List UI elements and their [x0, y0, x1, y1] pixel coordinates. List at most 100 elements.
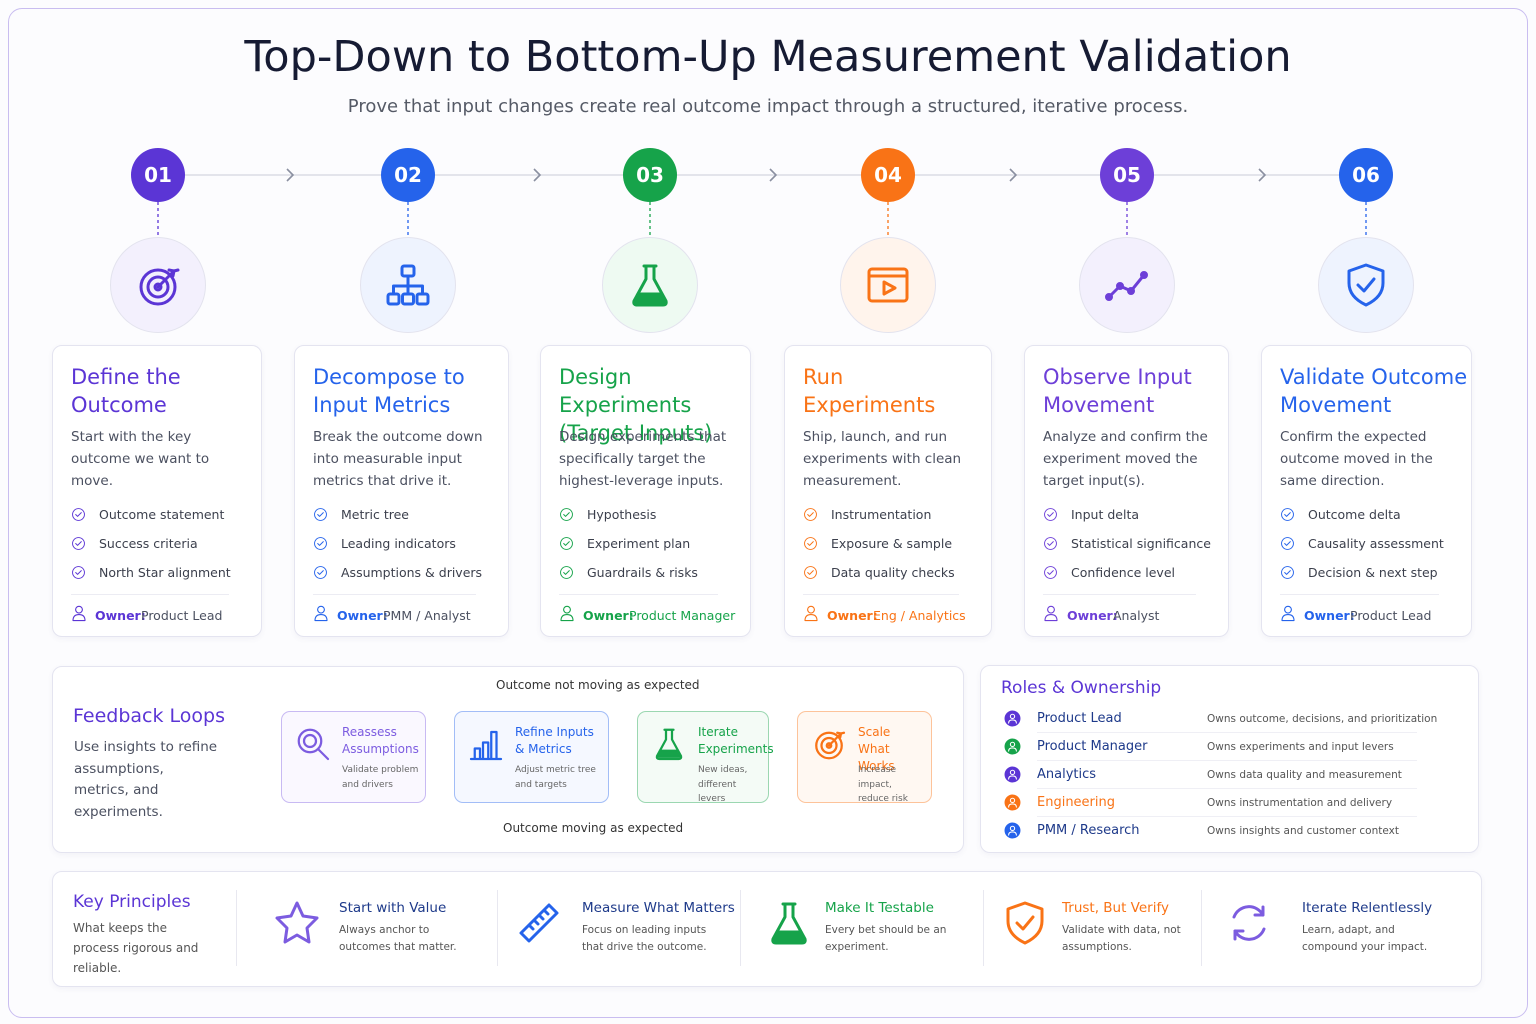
- step-item: Metric tree: [341, 507, 409, 522]
- owner: Eng / Analytics: [873, 608, 966, 623]
- check-icon: [314, 508, 327, 521]
- check-icon: [1281, 508, 1294, 521]
- step-description: Analyze and confirm the experiment moved…: [1043, 429, 1208, 489]
- divider: [1043, 594, 1196, 595]
- principles-description: What keeps the process rigorous and reli…: [73, 921, 199, 975]
- node-icon: [655, 728, 683, 761]
- principles-title: Key Principles: [73, 892, 191, 912]
- role-description: Owns insights and customer context: [1207, 825, 1399, 837]
- principle-icon: [275, 901, 319, 944]
- owner: Analyst: [1113, 608, 1160, 623]
- role-name: Product Manager: [1037, 739, 1148, 754]
- owner-label: Owner:: [1304, 608, 1355, 623]
- principle-description: Validate with data, not assumptions.: [1062, 924, 1181, 953]
- principle-title: Start with Value: [339, 900, 447, 916]
- loop-top-label: Outcome not moving as expected: [488, 678, 708, 692]
- step-card: Validate Outcome Movement Confirm the exp…: [1261, 345, 1472, 637]
- principle-title: Iterate Relentlessly: [1302, 900, 1433, 916]
- check-icon: [1281, 537, 1294, 550]
- owner-label: Owner:: [95, 608, 146, 623]
- step-title: Run Experiments: [803, 365, 936, 417]
- loop-bottom-label: Outcome moving as expected: [495, 821, 692, 835]
- role-icon: [1004, 738, 1021, 755]
- node-title: Iterate Experiments: [698, 725, 774, 756]
- principle-icon: [1006, 901, 1044, 945]
- owner-icon: [314, 605, 328, 622]
- check-icon: [314, 537, 327, 550]
- role-description: Owns experiments and input levers: [1207, 741, 1394, 753]
- step-title: Design Experiments (Target Inputs): [559, 365, 713, 445]
- owner: Product Lead: [1350, 608, 1432, 623]
- owner-icon: [560, 605, 574, 622]
- check-icon: [72, 537, 85, 550]
- step-item: North Star alignment: [99, 565, 231, 580]
- node-description: Validate problem and drivers: [342, 765, 419, 790]
- divider: [1037, 760, 1417, 761]
- step-icon: [1347, 263, 1385, 307]
- chevron: [286, 168, 295, 182]
- feedback-title: Feedback Loops: [73, 705, 225, 727]
- role-icon: [1004, 822, 1021, 839]
- step-title: Decompose to Input Metrics: [313, 365, 465, 417]
- check-icon: [560, 566, 573, 579]
- principle-description: Always anchor to outcomes that matter.: [339, 924, 457, 953]
- step-item: Outcome delta: [1308, 507, 1401, 522]
- principles-panel: Key Principles What keeps the process rig…: [52, 871, 1482, 987]
- principle-title: Make It Testable: [825, 900, 934, 916]
- chevron: [769, 168, 778, 182]
- step-card: Observe Input Movement Analyze and confir…: [1024, 345, 1229, 637]
- step-icon: [1105, 271, 1148, 301]
- step-item: Experiment plan: [587, 536, 691, 551]
- role-name: Analytics: [1037, 767, 1097, 782]
- step-description: Start with the key outcome we want to mo…: [71, 429, 210, 489]
- owner-icon: [804, 605, 818, 622]
- check-icon: [560, 508, 573, 521]
- check-icon: [1044, 508, 1057, 521]
- step-item: Hypothesis: [587, 507, 657, 522]
- check-icon: [804, 566, 817, 579]
- role-name: Engineering: [1037, 795, 1115, 810]
- step-description: Ship, launch, and run experiments with c…: [803, 429, 962, 489]
- principle-description: Learn, adapt, and compound your impact.: [1302, 924, 1428, 953]
- principle-icon: [771, 902, 807, 945]
- role-name: Product Lead: [1037, 711, 1122, 726]
- step-number: 05: [1100, 148, 1154, 202]
- step-number: 04: [861, 148, 915, 202]
- step-item: Input delta: [1071, 507, 1139, 522]
- icon-circle: [1318, 237, 1414, 333]
- owner-icon: [1281, 605, 1295, 622]
- step-item: Assumptions & drivers: [341, 565, 483, 580]
- step-item: Success criteria: [99, 536, 198, 551]
- chevron: [1009, 168, 1018, 182]
- step-icon: [632, 264, 668, 307]
- step-icon: [867, 267, 909, 303]
- step-description: Confirm the expected outcome moved in th…: [1280, 429, 1433, 489]
- step-card: Define the Outcome Start with the key out…: [52, 345, 262, 637]
- check-icon: [72, 566, 85, 579]
- divider: [71, 594, 229, 595]
- icon-circle: [1079, 237, 1175, 333]
- step-description: Design experiments that specifically tar…: [559, 429, 727, 489]
- node-description: Increase impact, reduce risk: [858, 765, 908, 804]
- step-item: Exposure & sample: [831, 536, 953, 551]
- node-title: Scale What Works: [858, 725, 895, 773]
- node-icon: [469, 730, 503, 761]
- feedback-description: Use insights to refine assumptions, metr…: [74, 739, 218, 820]
- divider: [1280, 594, 1439, 595]
- divider: [1037, 732, 1417, 733]
- role-icon: [1004, 710, 1021, 727]
- node-title: Reassess Assumptions: [342, 725, 419, 756]
- title: Top-Down to Bottom-Up Measurement Valida…: [244, 32, 1292, 82]
- step-card: Decompose to Input Metrics Break the outc…: [294, 345, 509, 637]
- node-description: New ideas, different levers: [698, 765, 748, 804]
- step-number: 03: [623, 148, 677, 202]
- owner-icon: [72, 605, 86, 622]
- step-description: Break the outcome down into measurable i…: [313, 429, 483, 489]
- subtitle: Prove that input changes create real out…: [347, 96, 1189, 117]
- step-item: Outcome statement: [99, 507, 225, 522]
- node-icon: [815, 731, 846, 760]
- roles-panel: Roles & Ownership Product Lead Owns outcom…: [980, 665, 1479, 853]
- principle-icon: [519, 903, 559, 943]
- check-icon: [1044, 566, 1057, 579]
- step-card: Design Experiments (Target Inputs) Design…: [540, 345, 751, 637]
